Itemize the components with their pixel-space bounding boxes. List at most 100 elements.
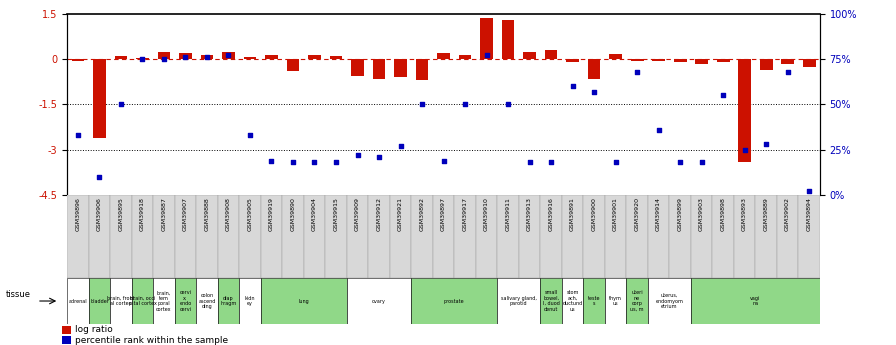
Bar: [674, 59, 686, 62]
Point: [307, 159, 322, 165]
Bar: [648, 278, 691, 324]
Bar: [588, 59, 600, 79]
Bar: [540, 278, 562, 324]
Text: GSM39912: GSM39912: [376, 197, 382, 231]
Bar: [158, 51, 170, 59]
Text: GSM39888: GSM39888: [204, 197, 210, 231]
Text: small
bowel,
I, duod
denut: small bowel, I, duod denut: [543, 290, 559, 312]
Text: GSM39905: GSM39905: [247, 197, 253, 231]
Text: adrenal: adrenal: [69, 298, 87, 304]
Bar: [196, 278, 218, 324]
Bar: [781, 59, 794, 63]
Point: [630, 69, 644, 75]
Bar: [89, 195, 110, 278]
Bar: [459, 56, 471, 59]
Text: ovary: ovary: [372, 298, 386, 304]
Text: GSM39892: GSM39892: [419, 197, 425, 231]
Text: GSM39919: GSM39919: [269, 197, 274, 231]
Text: GSM39913: GSM39913: [527, 197, 532, 231]
Text: GSM39901: GSM39901: [613, 197, 618, 231]
Bar: [734, 195, 755, 278]
Text: GSM39898: GSM39898: [720, 197, 726, 231]
Bar: [605, 278, 626, 324]
Bar: [583, 195, 605, 278]
Text: GSM39908: GSM39908: [226, 197, 231, 231]
Text: stom
ach,
ductund
us: stom ach, ductund us: [563, 290, 582, 312]
Text: GSM39891: GSM39891: [570, 197, 575, 231]
Bar: [717, 59, 729, 62]
Bar: [562, 195, 583, 278]
Point: [264, 158, 279, 163]
Bar: [760, 59, 772, 70]
Text: GSM39918: GSM39918: [140, 197, 145, 231]
Point: [114, 101, 128, 107]
Bar: [153, 278, 175, 324]
Bar: [437, 53, 450, 59]
Bar: [244, 57, 256, 59]
Text: vagi
na: vagi na: [750, 296, 761, 306]
Bar: [390, 195, 411, 278]
Text: tissue: tissue: [5, 289, 30, 298]
Bar: [222, 51, 235, 59]
Point: [157, 56, 171, 62]
Text: teste
s: teste s: [588, 296, 600, 306]
Point: [522, 159, 537, 165]
Point: [350, 152, 365, 158]
Bar: [62, 336, 71, 344]
Bar: [218, 195, 239, 278]
Bar: [738, 59, 751, 162]
Bar: [497, 278, 540, 324]
Bar: [454, 195, 476, 278]
Bar: [201, 55, 213, 59]
Text: GSM39899: GSM39899: [677, 197, 683, 231]
Bar: [433, 195, 454, 278]
Point: [759, 141, 773, 147]
Text: GSM39910: GSM39910: [484, 197, 489, 231]
Point: [221, 53, 236, 58]
Text: GSM39911: GSM39911: [505, 197, 511, 231]
Bar: [308, 56, 321, 59]
Point: [458, 101, 472, 107]
Point: [694, 159, 709, 165]
Text: GSM39906: GSM39906: [97, 197, 102, 231]
Bar: [239, 278, 261, 324]
Bar: [132, 195, 153, 278]
Bar: [583, 278, 605, 324]
Point: [436, 158, 451, 163]
Point: [178, 55, 193, 60]
Bar: [373, 59, 385, 79]
Point: [243, 132, 257, 138]
Bar: [347, 195, 368, 278]
Text: GSM39920: GSM39920: [634, 197, 640, 231]
Text: GSM39900: GSM39900: [591, 197, 597, 231]
Bar: [72, 59, 84, 61]
Text: brain,
tem
poral
cortex: brain, tem poral cortex: [156, 290, 172, 312]
Point: [415, 101, 429, 107]
Point: [393, 143, 408, 149]
Text: GSM39907: GSM39907: [183, 197, 188, 231]
Text: GSM39917: GSM39917: [462, 197, 468, 231]
Text: GSM39914: GSM39914: [656, 197, 661, 231]
Bar: [196, 195, 218, 278]
Bar: [605, 195, 626, 278]
Text: GSM39921: GSM39921: [398, 197, 403, 231]
Bar: [368, 195, 390, 278]
Point: [673, 159, 687, 165]
Bar: [545, 50, 557, 59]
Bar: [798, 195, 820, 278]
Text: cervi
x,
endo
cervi: cervi x, endo cervi: [179, 290, 192, 312]
Point: [780, 69, 795, 75]
Bar: [648, 195, 669, 278]
Bar: [218, 278, 239, 324]
Bar: [626, 195, 648, 278]
Bar: [803, 59, 815, 67]
Bar: [411, 278, 497, 324]
Bar: [691, 278, 820, 324]
Point: [135, 56, 150, 62]
Bar: [566, 59, 579, 62]
Text: GSM39915: GSM39915: [333, 197, 339, 231]
Bar: [347, 278, 411, 324]
Bar: [153, 195, 175, 278]
Bar: [175, 195, 196, 278]
Bar: [330, 56, 342, 59]
